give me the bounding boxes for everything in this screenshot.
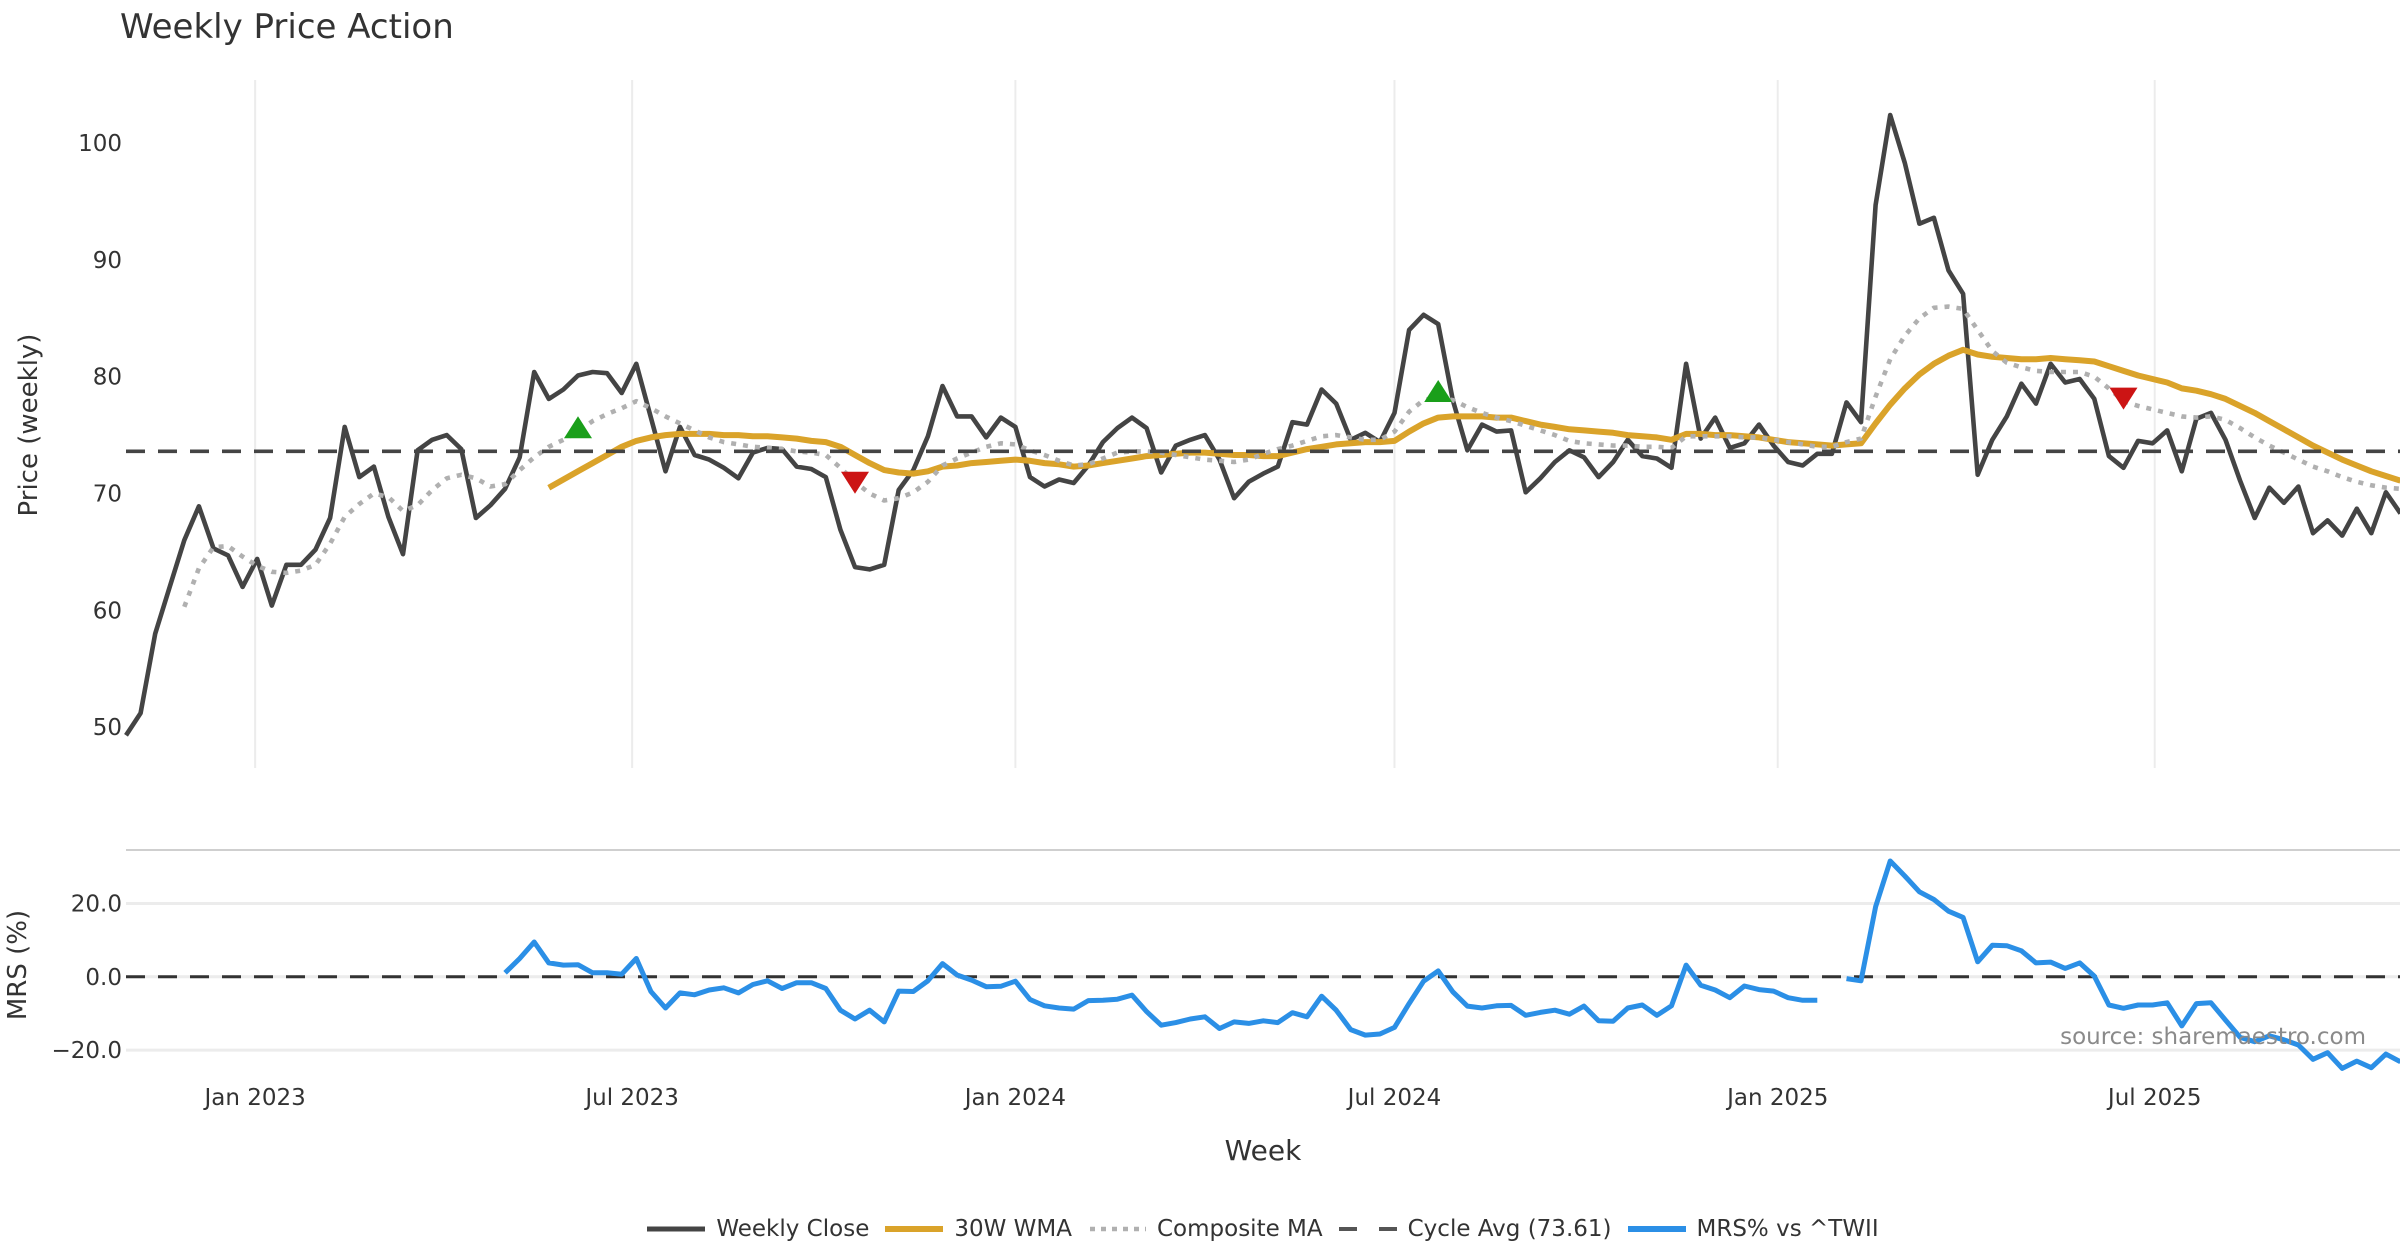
- x-tick-label: Jan 2025: [1725, 1085, 1828, 1111]
- cycle-avg-dashed-line-icon: [1338, 1227, 1397, 1231]
- tick-labels: Jan 2023 Jul 2023 Jan 2024 Jul 2024 Jan 2025…: [52, 131, 2202, 1111]
- mrs-y-tick-label: 20.0: [71, 892, 122, 918]
- legend-item-composite-ma[interactable]: Composite MA: [1088, 1216, 1323, 1242]
- price-y-tick-label: 100: [78, 131, 122, 157]
- price-y-tick-label: 80: [93, 365, 122, 391]
- price-y-tick-label: 60: [93, 598, 122, 624]
- signal-markers: [564, 380, 2138, 494]
- series-line-weekly-close: [124, 112, 2400, 737]
- legend-item-mrs[interactable]: MRS% vs ^TWII: [1627, 1216, 1879, 1242]
- mrs-y-tick-label: −20.0: [52, 1038, 122, 1064]
- series-line-mrs: [503, 858, 2400, 1071]
- mrs-y-tick-label: 0.0: [85, 965, 122, 991]
- composite-ma-dotted-line-icon: [1089, 1226, 1146, 1232]
- mrs-line-icon: [1627, 1226, 1686, 1232]
- series-line-composite-ma: [182, 304, 2400, 608]
- legend-label: MRS% vs ^TWII: [1696, 1216, 1879, 1242]
- legend: Weekly Close 30W WMA Composite MA Cycle …: [126, 1212, 2400, 1246]
- source-attribution: source: sharemaestro.com: [2060, 1024, 2366, 1050]
- x-tick-label: Jan 2023: [202, 1085, 305, 1111]
- legend-label: Composite MA: [1156, 1216, 1323, 1242]
- price-y-axis-label: Price (weekly): [14, 334, 44, 517]
- x-tick-label: Jul 2025: [2106, 1085, 2202, 1111]
- legend-label: Weekly Close: [716, 1216, 870, 1242]
- series-layer: [124, 112, 2400, 1071]
- buy-signal-triangle-up-icon: [1424, 380, 1453, 402]
- gridlines: [126, 80, 2400, 1052]
- x-axis-label: Week: [1225, 1134, 1302, 1167]
- wma-line-icon: [885, 1226, 944, 1232]
- price-y-tick-label: 50: [93, 715, 122, 741]
- legend-label: 30W WMA: [954, 1216, 1072, 1242]
- legend-label: Cycle Avg (73.61): [1407, 1216, 1612, 1242]
- price-y-tick-label: 70: [93, 482, 122, 508]
- series-line-30w-wma: [547, 346, 2400, 491]
- legend-item-cycle-avg[interactable]: Cycle Avg (73.61): [1338, 1216, 1612, 1242]
- chart-title: Weekly Price Action: [120, 7, 454, 47]
- buy-signal-triangle-up-icon: [564, 416, 592, 439]
- mrs-y-axis-label: MRS (%): [3, 910, 33, 1020]
- legend-item-weekly-close[interactable]: Weekly Close: [647, 1216, 869, 1242]
- sell-signal-triangle-down-icon: [2109, 387, 2138, 410]
- x-tick-label: Jul 2024: [1346, 1085, 1442, 1111]
- price-y-tick-label: 90: [93, 248, 122, 274]
- legend-item-30w-wma[interactable]: 30W WMA: [885, 1216, 1072, 1242]
- x-tick-label: Jan 2024: [963, 1085, 1066, 1111]
- sell-signal-triangle-down-icon: [841, 471, 869, 494]
- weekly-close-line-icon: [647, 1226, 706, 1232]
- x-tick-label: Jul 2023: [583, 1085, 679, 1111]
